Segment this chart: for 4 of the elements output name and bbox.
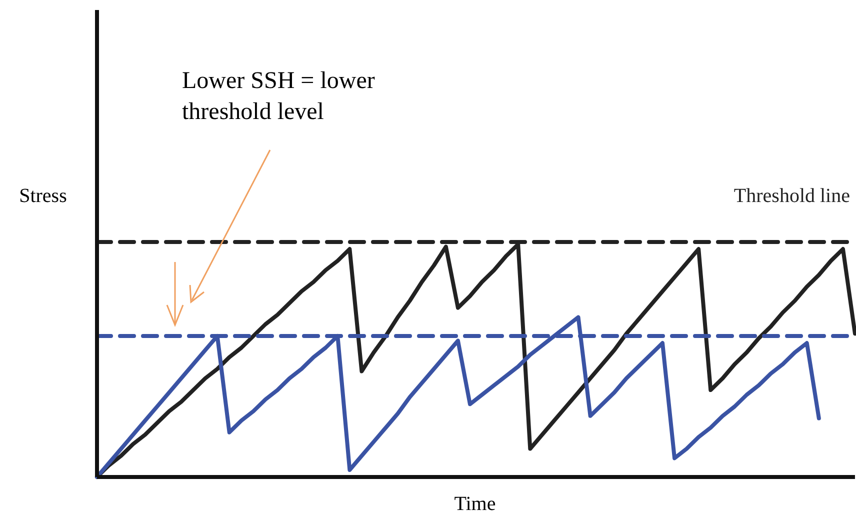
x-axis-title: Time [454, 493, 496, 515]
text: Lower SSH = lower threshold level [182, 68, 375, 125]
series-label: Threshold line [734, 185, 850, 207]
y-axis-title: Stress [19, 185, 68, 207]
